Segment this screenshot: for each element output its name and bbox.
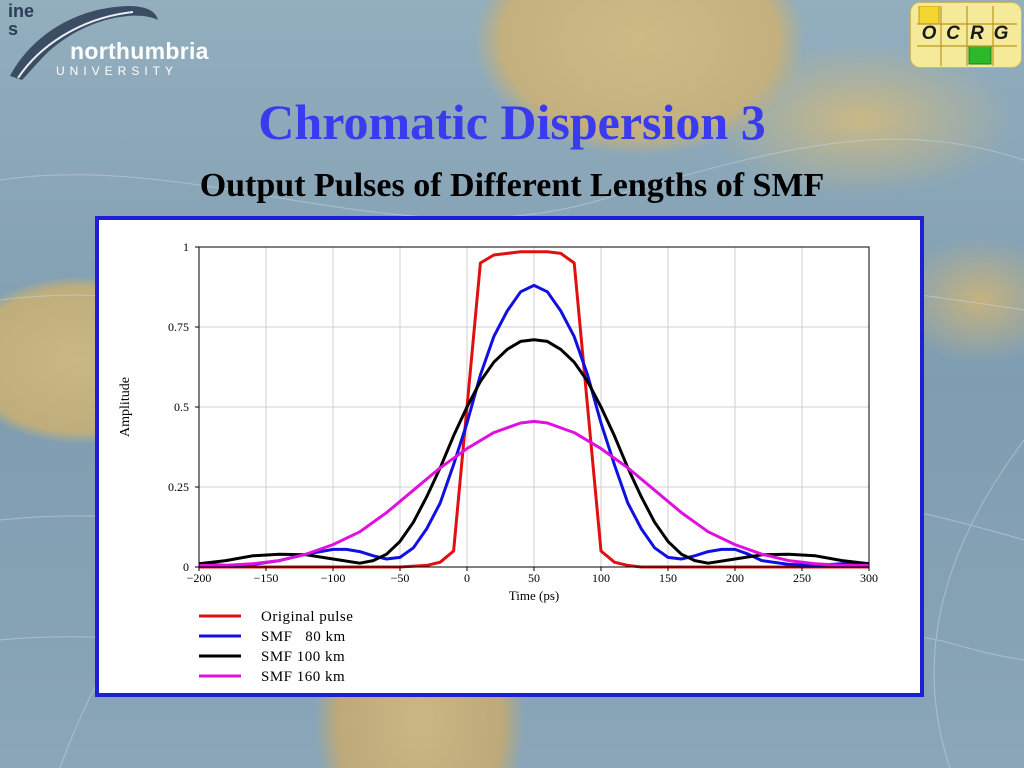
x-tick-label: 150 xyxy=(659,571,677,585)
chart-grid xyxy=(198,246,870,568)
series-line-2 xyxy=(198,283,869,567)
x-tick-label: 0 xyxy=(464,571,470,585)
ocrg-letter: G xyxy=(993,23,1009,44)
x-tick-label: 50 xyxy=(528,571,540,585)
ocrg-letter: O xyxy=(921,23,937,44)
chart-legend: Original pulse SMF 80 km SMF 100 km SMF 160… xyxy=(199,609,353,685)
y-axis-label: Amplitude xyxy=(118,377,133,437)
northumbria-logo: ine s northumbria UNIVERSITY xyxy=(8,2,248,82)
x-tick-label: 300 xyxy=(860,571,878,585)
legend-label: SMF 100 km xyxy=(261,649,345,665)
y-tick-label: 0.5 xyxy=(174,400,189,414)
x-tick-label: −100 xyxy=(321,571,346,585)
x-tick-label: 200 xyxy=(726,571,744,585)
logo-university-label: UNIVERSITY xyxy=(56,64,179,78)
legend-label: SMF 80 km xyxy=(261,629,346,645)
chart-frame: −200 −150 −100 −50 0 50 100 150 200 250 300 0 0.25 0.… xyxy=(95,216,924,697)
series-line-3 xyxy=(198,338,870,566)
chart-ticks: −200 −150 −100 −50 0 50 100 150 200 250 300 0 0.25 0.… xyxy=(168,240,878,585)
logo-wordmark: northumbria xyxy=(70,38,209,64)
x-tick-label: 250 xyxy=(793,571,811,585)
ocrg-grid-icon xyxy=(917,6,1017,66)
x-tick-label: 100 xyxy=(592,571,610,585)
series-line-4 xyxy=(199,419,869,567)
logo-swoosh-icon xyxy=(10,6,158,80)
y-tick-label: 0 xyxy=(183,560,189,574)
legend-label: Original pulse xyxy=(261,609,353,625)
slide-subtitle: Output Pulses of Different Lengths of SM… xyxy=(199,167,825,204)
ocrg-letter: R xyxy=(970,23,984,44)
slide-title: Chromatic Dispersion 3 xyxy=(258,94,766,150)
ocrg-badge: O C R G xyxy=(910,2,1022,68)
y-tick-label: 1 xyxy=(183,240,189,254)
y-tick-label: 0.25 xyxy=(168,480,189,494)
ocrg-letters: O C R G xyxy=(917,23,1017,47)
x-tick-label: −200 xyxy=(187,571,212,585)
dispersion-line-chart: −200 −150 −100 −50 0 50 100 150 200 250 300 0 0.25 0.… xyxy=(118,240,878,685)
x-tick-label: −150 xyxy=(254,571,279,585)
logo-fragment-text: ine s xyxy=(8,1,35,39)
y-tick-label: 0.75 xyxy=(168,320,189,334)
legend-label: SMF 160 km xyxy=(261,669,345,685)
x-tick-label: −50 xyxy=(391,571,410,585)
ocrg-letter: C xyxy=(946,23,960,44)
x-axis-label: Time (ps) xyxy=(509,588,559,603)
